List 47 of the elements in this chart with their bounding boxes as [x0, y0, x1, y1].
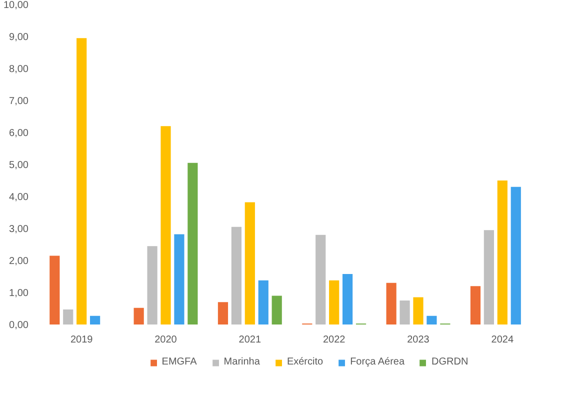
- bar: [316, 234, 326, 324]
- y-tick-label: 1,00: [9, 288, 29, 299]
- y-tick-label: 8,00: [9, 64, 29, 75]
- y-tick-label: 2,00: [9, 256, 29, 267]
- bar: [63, 309, 74, 324]
- bar: [329, 280, 340, 324]
- bar: [218, 302, 228, 324]
- bar: [188, 162, 198, 324]
- bar: [510, 186, 521, 324]
- bar: [386, 282, 396, 324]
- y-tick-label: 4,00: [9, 192, 29, 203]
- legend-label: Marinha: [224, 356, 260, 368]
- x-tick-label: 2024: [491, 334, 514, 346]
- y-tick-label: 3,00: [9, 224, 29, 235]
- bar: [134, 308, 144, 324]
- bar: [160, 126, 171, 324]
- bar: [76, 38, 87, 324]
- x-tick-label: 2020: [154, 334, 178, 346]
- x-tick-label: 2021: [238, 334, 262, 346]
- bar: [426, 316, 437, 324]
- bar: [400, 300, 410, 324]
- bar: [484, 230, 494, 324]
- bar: [231, 226, 242, 324]
- y-tick-label: 7,00: [9, 96, 29, 107]
- bar: [413, 297, 424, 324]
- bar: [244, 202, 255, 324]
- bar: [272, 296, 282, 324]
- bar: [258, 280, 268, 324]
- bar: [174, 234, 184, 324]
- bar: [50, 256, 60, 324]
- y-tick-label: 10,00: [3, 0, 29, 11]
- bar: [147, 246, 158, 324]
- y-tick-label: 9,00: [9, 32, 29, 43]
- y-tick-label: 6,00: [9, 128, 29, 139]
- legend-label: DGRDN: [432, 356, 468, 368]
- legend-label: EMGFA: [162, 356, 197, 368]
- x-tick-label: 2023: [407, 334, 430, 346]
- y-tick-label: 5,00: [9, 160, 29, 171]
- legend-label: Exército: [286, 356, 324, 368]
- bar: [497, 180, 508, 324]
- x-tick-label: 2019: [70, 334, 94, 346]
- bar: [342, 274, 353, 324]
- x-tick-label: 2022: [322, 334, 346, 346]
- y-tick-label: 0,00: [9, 320, 29, 331]
- legend-label: Força Aérea: [350, 356, 405, 368]
- bar: [90, 316, 100, 324]
- bar: [470, 286, 481, 324]
